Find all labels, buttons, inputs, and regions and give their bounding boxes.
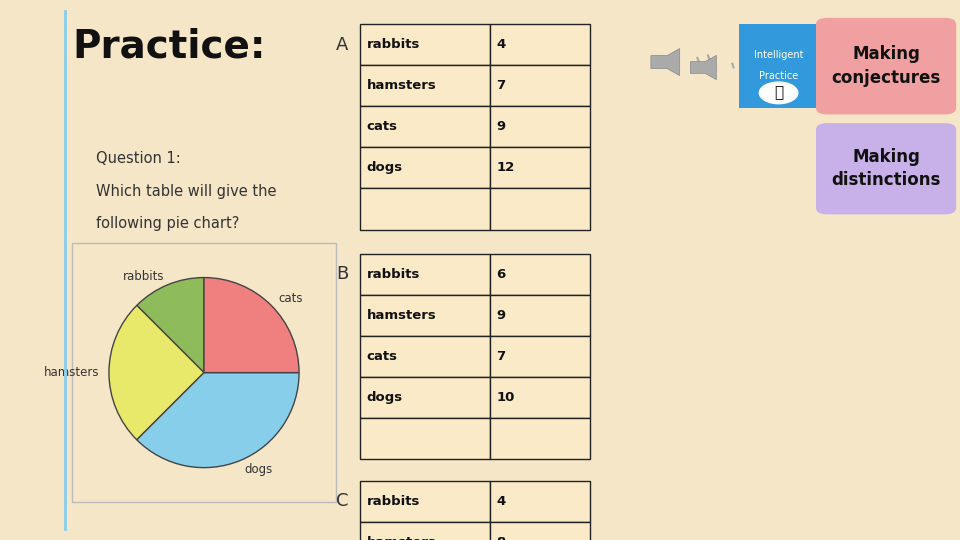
Text: 12: 12 [496,161,515,174]
Text: A: A [336,36,348,54]
Text: hamsters: hamsters [367,536,437,540]
Text: 10: 10 [496,391,515,404]
Text: hamsters: hamsters [367,309,437,322]
Text: Question 1:: Question 1: [96,151,180,166]
Text: B: B [336,265,348,284]
Wedge shape [136,373,300,468]
Text: 8: 8 [496,536,506,540]
Text: cats: cats [367,350,397,363]
Text: rabbits: rabbits [123,269,164,282]
Text: hamsters: hamsters [367,79,437,92]
Text: Intelligent: Intelligent [754,50,804,60]
Text: cats: cats [367,120,397,133]
Text: 🧠: 🧠 [774,85,783,100]
Text: 6: 6 [496,268,506,281]
Text: cats: cats [278,292,302,305]
Text: rabbits: rabbits [367,38,420,51]
Text: 4: 4 [496,495,506,508]
Text: Which table will give the: Which table will give the [96,184,276,199]
Text: 9: 9 [496,309,506,322]
Text: dogs: dogs [367,391,403,404]
Text: dogs: dogs [244,463,273,476]
Text: 9: 9 [496,120,506,133]
Text: Making
distinctions: Making distinctions [831,147,941,190]
Text: rabbits: rabbits [367,495,420,508]
Text: Practice: Practice [759,71,798,80]
Text: dogs: dogs [367,161,403,174]
Wedge shape [204,278,300,373]
Text: 4: 4 [496,38,506,51]
Wedge shape [136,278,204,373]
Text: Making
conjectures: Making conjectures [831,45,941,87]
Text: 7: 7 [496,79,506,92]
Wedge shape [109,306,204,440]
Text: Practice:: Practice: [72,27,266,65]
Text: 7: 7 [496,350,506,363]
Text: C: C [336,492,348,510]
Text: following pie chart?: following pie chart? [96,216,239,231]
Text: hamsters: hamsters [44,366,100,379]
Text: rabbits: rabbits [367,268,420,281]
